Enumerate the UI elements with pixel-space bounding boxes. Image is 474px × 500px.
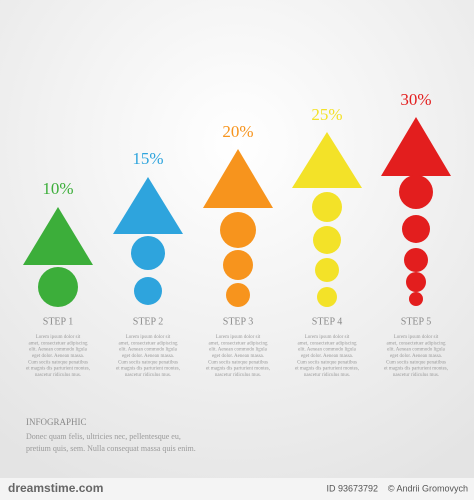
- step-label: STEP 1: [43, 316, 73, 327]
- dot: [402, 215, 430, 243]
- dot: [404, 248, 428, 272]
- step-text: amet, consectetuer adipiscing: [386, 341, 446, 346]
- step-text: amet, consectetuer adipiscing: [28, 341, 88, 346]
- step-percent: 20%: [222, 122, 253, 141]
- dot: [317, 287, 337, 307]
- arrow-head: [23, 207, 93, 265]
- step-text: amet, consectetuer adipiscing: [118, 341, 178, 346]
- dot: [38, 267, 78, 307]
- footer-line: Donec quam felis, ultricies nec, pellent…: [26, 432, 181, 441]
- step-text: amet, consectetuer adipiscing: [297, 341, 357, 346]
- step-text: Cum sociis natoque penatibus: [208, 360, 268, 365]
- step-text: eget dolor. Aenean massa.: [32, 354, 84, 359]
- step-text: et magnis dis parturient montes,: [26, 367, 90, 372]
- dot: [131, 236, 165, 270]
- dot: [313, 226, 341, 254]
- step-label: STEP 2: [133, 316, 163, 327]
- step-text: nascetur ridiculus mus.: [215, 373, 261, 378]
- step-text: Lorem ipsum dolor sit: [126, 335, 171, 340]
- dot: [226, 283, 250, 307]
- step-text: nascetur ridiculus mus.: [304, 373, 350, 378]
- step-text: elit. Aenean commodo ligula: [209, 348, 268, 353]
- arrow-head: [203, 149, 273, 208]
- step-text: amet, consectetuer adipiscing: [208, 341, 268, 346]
- step-text: et magnis dis parturient montes,: [295, 367, 359, 372]
- watermark-site: dreamstime.com: [8, 481, 103, 495]
- step-percent: 30%: [400, 90, 431, 109]
- step-text: eget dolor. Aenean massa.: [390, 354, 442, 359]
- step-text: eget dolor. Aenean massa.: [122, 354, 174, 359]
- step-text: elit. Aenean commodo ligula: [298, 348, 357, 353]
- step-text: nascetur ridiculus mus.: [125, 373, 171, 378]
- step-text: nascetur ridiculus mus.: [35, 373, 81, 378]
- dot: [409, 292, 423, 306]
- step-text: eget dolor. Aenean massa.: [212, 354, 264, 359]
- footer-title: INFOGRAPHIC: [26, 417, 87, 427]
- dot: [315, 258, 339, 282]
- watermark-id: ID 93673792: [326, 483, 378, 493]
- step-text: nascetur ridiculus mus.: [393, 373, 439, 378]
- step-text: Lorem ipsum dolor sit: [36, 335, 81, 340]
- step-text: elit. Aenean commodo ligula: [119, 348, 178, 353]
- dot: [223, 250, 253, 280]
- dot: [220, 212, 256, 248]
- step-percent: 10%: [42, 179, 73, 198]
- arrow-head: [113, 177, 183, 234]
- dot: [406, 272, 426, 292]
- step-text: et magnis dis parturient montes,: [116, 367, 180, 372]
- watermark-author: © Andrii Gromovych: [388, 483, 468, 493]
- step-text: Cum sociis natoque penatibus: [28, 360, 88, 365]
- step-text: Lorem ipsum dolor sit: [394, 335, 439, 340]
- step-text: Cum sociis natoque penatibus: [386, 360, 446, 365]
- step-label: STEP 5: [401, 316, 431, 327]
- step-percent: 25%: [311, 105, 342, 124]
- dot: [312, 192, 342, 222]
- arrow-head: [292, 132, 362, 188]
- dot: [399, 175, 433, 209]
- step-text: Cum sociis natoque penatibus: [297, 360, 357, 365]
- step-text: Lorem ipsum dolor sit: [305, 335, 350, 340]
- step-label: STEP 3: [223, 316, 253, 327]
- arrow-head: [381, 117, 451, 176]
- step-percent: 15%: [132, 149, 163, 168]
- step-text: Cum sociis natoque penatibus: [118, 360, 178, 365]
- step-text: et magnis dis parturient montes,: [384, 367, 448, 372]
- footer-line: pretium quis, sem. Nulla consequat massa…: [26, 444, 196, 453]
- step-label: STEP 4: [312, 316, 342, 327]
- dot: [134, 277, 162, 305]
- step-text: Lorem ipsum dolor sit: [216, 335, 261, 340]
- step-text: elit. Aenean commodo ligula: [387, 348, 446, 353]
- watermark-bar: [0, 478, 474, 500]
- step-text: et magnis dis parturient montes,: [206, 367, 270, 372]
- step-text: elit. Aenean commodo ligula: [29, 348, 88, 353]
- step-text: eget dolor. Aenean massa.: [301, 354, 353, 359]
